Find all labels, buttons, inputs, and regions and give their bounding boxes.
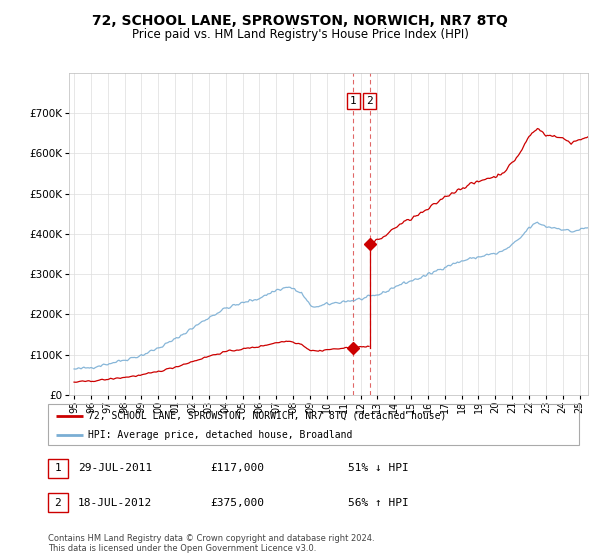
Text: 2: 2 (55, 498, 61, 508)
Text: 1: 1 (55, 463, 61, 473)
Text: 51% ↓ HPI: 51% ↓ HPI (348, 463, 409, 473)
Text: £375,000: £375,000 (210, 498, 264, 508)
Text: £117,000: £117,000 (210, 463, 264, 473)
Text: HPI: Average price, detached house, Broadland: HPI: Average price, detached house, Broa… (88, 430, 352, 440)
Text: 72, SCHOOL LANE, SPROWSTON, NORWICH, NR7 8TQ (detached house): 72, SCHOOL LANE, SPROWSTON, NORWICH, NR7… (88, 411, 446, 421)
Text: 56% ↑ HPI: 56% ↑ HPI (348, 498, 409, 508)
Text: 72, SCHOOL LANE, SPROWSTON, NORWICH, NR7 8TQ: 72, SCHOOL LANE, SPROWSTON, NORWICH, NR7… (92, 14, 508, 28)
Text: Contains HM Land Registry data © Crown copyright and database right 2024.
This d: Contains HM Land Registry data © Crown c… (48, 534, 374, 553)
Text: 29-JUL-2011: 29-JUL-2011 (78, 463, 152, 473)
Text: 2: 2 (366, 96, 373, 106)
Text: Price paid vs. HM Land Registry's House Price Index (HPI): Price paid vs. HM Land Registry's House … (131, 28, 469, 41)
Text: 1: 1 (350, 96, 357, 106)
Text: 18-JUL-2012: 18-JUL-2012 (78, 498, 152, 508)
